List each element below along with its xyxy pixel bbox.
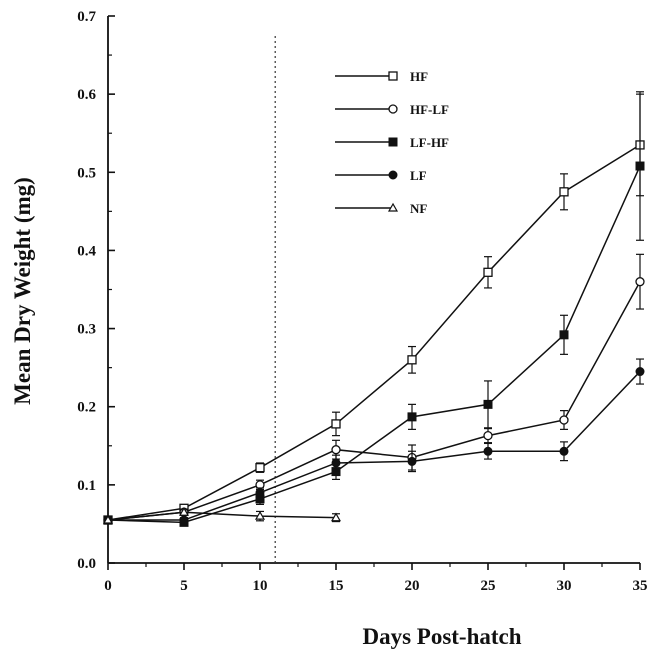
x-tick-label: 10 — [253, 578, 268, 594]
data-point — [331, 419, 341, 429]
x-tick-label: 20 — [405, 578, 420, 594]
data-point — [635, 277, 645, 287]
x-tick-label: 0 — [104, 578, 112, 594]
data-point — [255, 488, 265, 498]
series-lf — [103, 358, 645, 525]
ticks: 0.0 0.1 0.2 0.3 0.4 0.5 0.6 0.7 0 5 10 15 20 25 30 35 — [77, 9, 647, 594]
y-tick-label: 0.3 — [77, 322, 96, 338]
x-axis-title: Days Post-hatch — [362, 624, 521, 649]
data-point — [483, 446, 493, 456]
data-point — [483, 267, 493, 277]
data-point — [254, 510, 266, 520]
data-point — [559, 187, 569, 197]
data-point — [483, 430, 493, 441]
legend-marker — [388, 170, 398, 180]
legend: HF HF-LF LF-HF LF NF — [335, 69, 449, 216]
legend-entry-hf-lf: HF-LF — [335, 102, 449, 117]
data-point — [178, 506, 190, 516]
x-tick-label: 30 — [557, 578, 572, 594]
legend-marker — [388, 104, 398, 114]
data-point — [559, 415, 569, 425]
data-point — [559, 446, 569, 456]
x-tick-label: 5 — [180, 578, 188, 594]
data-point — [559, 330, 569, 340]
data-point — [331, 458, 341, 468]
legend-label: LF-HF — [410, 135, 449, 150]
series-hf — [103, 93, 645, 525]
data-point — [330, 512, 342, 522]
data-point — [407, 355, 417, 365]
y-tick-label: 0.0 — [77, 556, 96, 572]
series-line-hf-lf — [107, 281, 641, 521]
legend-entry-nf: NF — [335, 201, 427, 216]
series-line-hf — [107, 144, 641, 521]
legend-entry-hf: HF — [335, 69, 428, 84]
data-point — [331, 445, 341, 455]
y-tick-label: 0.1 — [77, 478, 96, 494]
y-tick-label: 0.4 — [77, 243, 96, 259]
x-tick-label: 15 — [329, 578, 344, 594]
data-point — [635, 161, 645, 171]
data-point — [407, 456, 417, 466]
legend-label: HF-LF — [410, 102, 449, 117]
legend-marker — [388, 137, 398, 147]
series-line-nf — [107, 511, 337, 521]
data-point — [635, 367, 645, 377]
legend-label: HF — [410, 69, 428, 84]
legend-marker — [388, 71, 398, 81]
series-hf-lf — [103, 253, 645, 525]
legend-entry-lf: LF — [335, 168, 427, 183]
series-line-lf — [108, 371, 641, 521]
data-point — [483, 399, 493, 409]
legend-entry-lf-hf: LF-HF — [335, 135, 449, 150]
legend-marker — [387, 202, 399, 212]
x-tick-label: 35 — [633, 578, 648, 594]
legend-label: NF — [410, 201, 427, 216]
series-group — [102, 91, 645, 527]
y-tick-label: 0.2 — [77, 400, 96, 416]
series-nf — [102, 506, 342, 524]
y-tick-label: 0.5 — [77, 165, 96, 181]
y-axis-title: Mean Dry Weight (mg) — [10, 177, 35, 405]
data-point — [179, 515, 189, 525]
data-point — [255, 463, 265, 473]
data-point — [407, 412, 417, 422]
axes — [107, 16, 640, 564]
data-point — [102, 514, 114, 524]
y-tick-label: 0.6 — [77, 87, 96, 103]
series-line-lf-hf — [107, 165, 641, 524]
x-tick-label: 25 — [481, 578, 496, 594]
legend-label: LF — [410, 168, 427, 183]
y-tick-label: 0.7 — [77, 9, 96, 25]
